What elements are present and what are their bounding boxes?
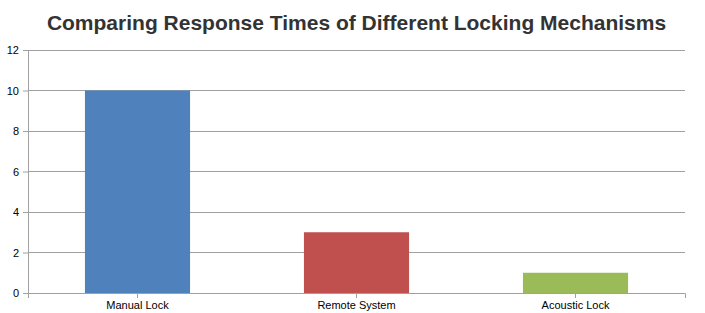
- x-axis-line: [29, 294, 686, 299]
- tick-mark: [137, 293, 138, 298]
- tick-mark: [23, 131, 28, 132]
- tick: 2: [13, 247, 28, 259]
- chart: Comparing Response Times of Different Lo…: [0, 0, 705, 313]
- tick: 6: [13, 166, 28, 178]
- tick-mark: [575, 293, 576, 298]
- x-axis: Manual Lock Remote System Acoustic Lock: [29, 293, 686, 311]
- tick-mark: [23, 293, 28, 294]
- y-axis: 0 2 4 6 8 10 12: [7, 44, 29, 299]
- tick-label: 10: [7, 85, 19, 97]
- y-axis-line: [23, 51, 29, 294]
- grid: [28, 50, 685, 293]
- tick-label: 6: [13, 166, 19, 178]
- bars: [85, 91, 628, 294]
- tick-label: Remote System: [317, 299, 395, 311]
- title: Comparing Response Times of Different Lo…: [47, 11, 666, 34]
- tick: Manual Lock: [106, 293, 169, 311]
- tick: 4: [13, 206, 28, 218]
- tick-mark: [23, 91, 28, 92]
- tick-label: 4: [13, 206, 19, 218]
- tick-label: Manual Lock: [106, 299, 169, 311]
- tick-label: 12: [7, 44, 19, 56]
- tick-mark: [23, 212, 28, 213]
- tick-mark: [23, 172, 28, 173]
- tick: 12: [7, 44, 28, 56]
- bar: [85, 91, 190, 294]
- tick: 0: [13, 287, 28, 299]
- tick: Remote System: [317, 293, 395, 311]
- tick-label: Acoustic Lock: [542, 299, 610, 311]
- tick-mark: [356, 293, 357, 298]
- tick-label: 2: [13, 247, 19, 259]
- grid-line: [28, 50, 685, 51]
- tick: Acoustic Lock: [542, 293, 610, 311]
- tick-mark: [23, 50, 28, 51]
- tick: 8: [13, 125, 28, 137]
- plot: 0 2 4 6 8 10 12 Manual Lock Remote System Acousti…: [7, 44, 686, 311]
- tick-label: 0: [13, 287, 19, 299]
- tick: 10: [7, 85, 28, 97]
- tick-mark: [23, 253, 28, 254]
- bar: [304, 232, 409, 293]
- bar: [523, 273, 628, 293]
- tick-label: 8: [13, 125, 19, 137]
